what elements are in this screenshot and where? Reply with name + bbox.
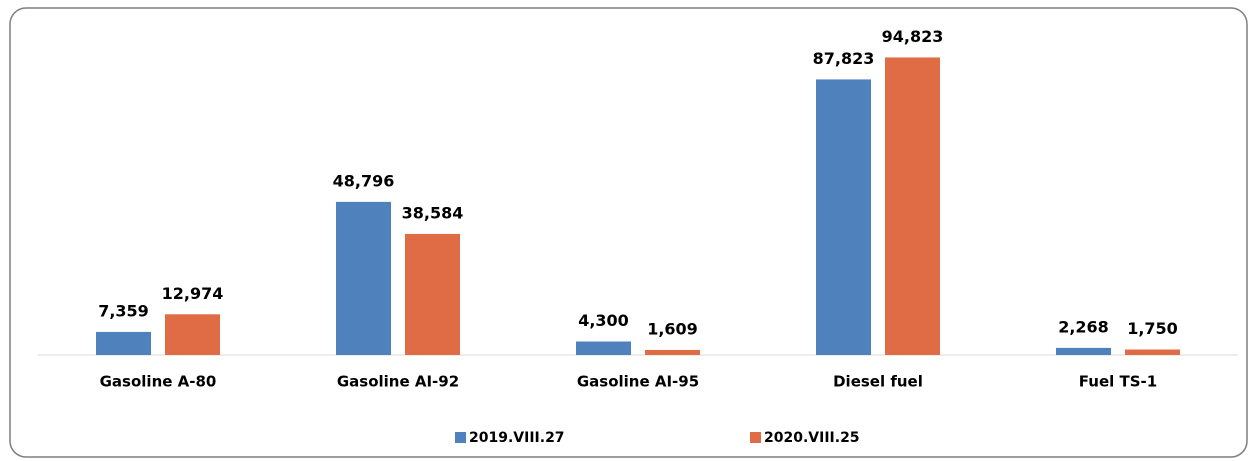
x-tick-label: Gasoline AI-95 [577, 373, 699, 391]
bar [1125, 349, 1180, 355]
legend-swatch [455, 432, 466, 443]
x-tick-label: Gasoline AI-92 [337, 373, 459, 391]
data-label: 1,609 [647, 319, 698, 338]
bar [576, 341, 631, 355]
bar [405, 233, 460, 355]
bar [165, 314, 220, 355]
x-tick-label: Gasoline A-80 [100, 373, 217, 391]
bar [645, 349, 700, 355]
data-label: 87,823 [813, 49, 875, 68]
data-label: 12,974 [162, 284, 224, 303]
bar [96, 331, 151, 355]
bar [336, 201, 391, 355]
legend-swatch [750, 432, 761, 443]
legend-label: 2019.VIII.27 [469, 430, 565, 446]
x-tick-label: Fuel TS-1 [1079, 373, 1157, 391]
data-label: 94,823 [882, 27, 944, 46]
legend-label: 2020.VIII.25 [764, 430, 860, 446]
x-tick-label: Diesel fuel [833, 373, 923, 391]
data-label: 2,268 [1058, 317, 1109, 336]
data-label: 38,584 [402, 203, 464, 222]
data-label: 4,300 [578, 311, 629, 330]
bar [1056, 347, 1111, 355]
data-label: 7,359 [98, 301, 149, 320]
bar [885, 57, 940, 355]
bar [816, 79, 871, 355]
data-label: 1,750 [1127, 319, 1178, 338]
data-label: 48,796 [333, 171, 395, 190]
